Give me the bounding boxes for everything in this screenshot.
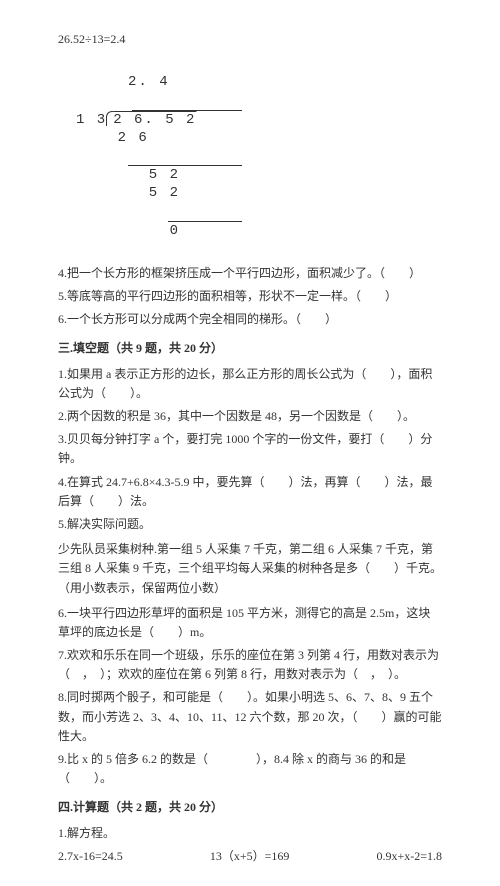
ld-bar1: [128, 165, 242, 166]
fill-q5: 5.解决实际问题。: [58, 515, 442, 534]
fill-q6: 6.一块平行四边形草坪的面积是 105 平方米，测得它的高是 2.5m，这块草坪…: [58, 604, 442, 642]
tf-q4: 4.把一个长方形的框架挤压成一个平行四边形，面积减少了。（ ）: [58, 264, 442, 283]
top-equation: 26.52÷13=2.4: [58, 30, 442, 49]
calc-q1: 1.解方程。: [58, 824, 442, 843]
fill-q8: 8.同时掷两个骰子，和可能是（ ）。如果小明选 5、6、7、8、9 五个数，而小…: [58, 688, 442, 746]
tf-q6: 6.一个长方形可以分成两个完全相同的梯形。（ ）: [58, 310, 442, 329]
tf-q5: 5.等底等高的平行四边形的面积相等，形状不一定一样。（ ）: [58, 287, 442, 306]
eq2: 13（x+5）=169: [210, 847, 290, 866]
ld-r1: 2 6: [76, 130, 149, 146]
fill-q5b: 少先队员采集树种.第一组 5 人采集 7 千克，第二组 6 人采集 7 千克，第…: [58, 540, 442, 598]
ld-divisor: 1 32 6. 5 2: [76, 112, 196, 128]
eq1: 2.7x-16=24.5: [58, 847, 123, 866]
ld-quotient-bar: [132, 110, 242, 111]
ld-r2: 5 2: [76, 167, 180, 183]
long-division: 2. 4 1 32 6. 5 2 2 6 5 2 5 2 0: [76, 73, 442, 240]
fill-q9: 9.比 x 的 5 倍多 6.2 的数是（ ），8.4 除 x 的商与 36 的…: [58, 750, 442, 788]
section4-title: 四.计算题（共 2 题，共 20 分）: [58, 798, 442, 817]
fill-q7: 7.欢欢和乐乐在同一个班级，乐乐的座位在第 3 列第 4 行，用数对表示为（ ，…: [58, 646, 442, 684]
ld-bar2: [168, 221, 242, 222]
fill-q4: 4.在算式 24.7+6.8×4.3-5.9 中，要先算（ ）法，再算（ ）法，…: [58, 473, 442, 511]
ld-r3: 5 2: [76, 185, 180, 201]
section3-title: 三.填空题（共 9 题，共 20 分）: [58, 339, 442, 358]
fill-q1: 1.如果用 a 表示正方形的边长，那么正方形的周长公式为（ ），面积公式为（ ）…: [58, 365, 442, 403]
ld-r4: 0: [76, 223, 180, 239]
fill-q2: 2.两个因数的积是 36，其中一个因数是 48，另一个因数是（ ）。: [58, 407, 442, 426]
eq3: 0.9x+x-2=1.8: [376, 847, 442, 866]
equation-row: 2.7x-16=24.5 13（x+5）=169 0.9x+x-2=1.8: [58, 847, 442, 866]
fill-q3: 3.贝贝每分钟打字 a 个，要打完 1000 个字的一份文件，要打（ ）分钟。: [58, 430, 442, 468]
page-root: 26.52÷13=2.4 2. 4 1 32 6. 5 2 2 6 5 2 5 …: [0, 0, 500, 886]
ld-quotient: 2. 4: [76, 74, 170, 90]
